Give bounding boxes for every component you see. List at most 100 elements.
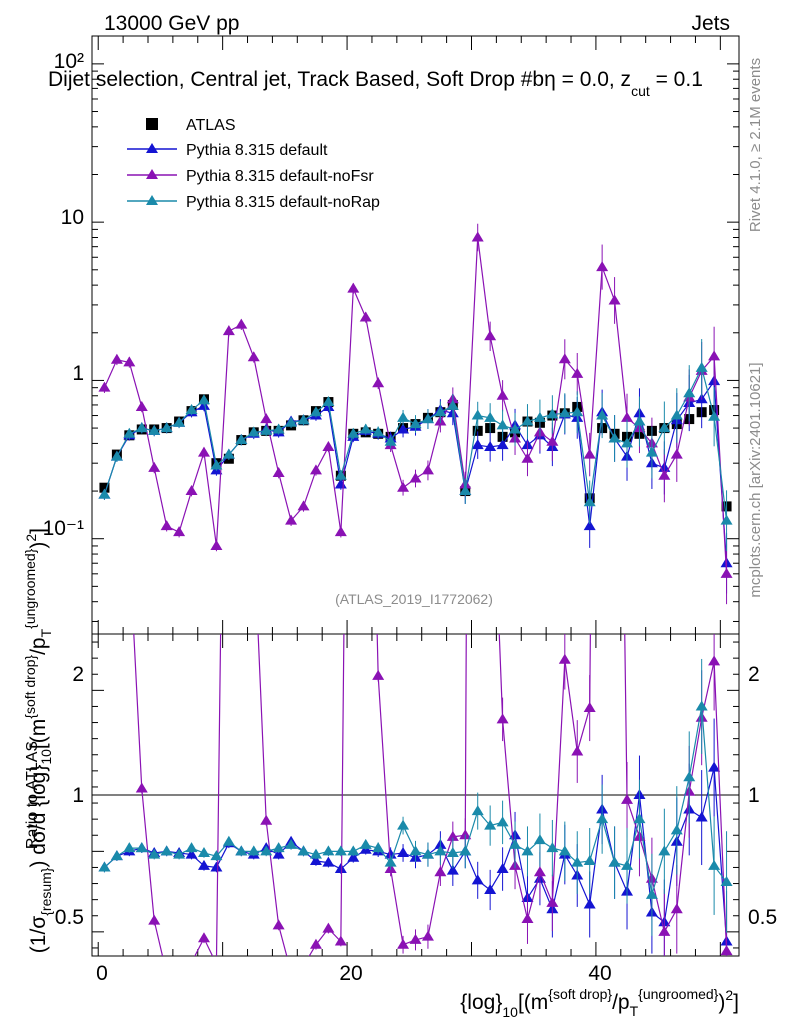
data-point (222, 448, 235, 459)
data-point (123, 427, 136, 438)
data-point (285, 514, 298, 525)
data-point (173, 526, 186, 537)
legend-marker-atlas (146, 118, 158, 130)
data-point (309, 848, 322, 859)
series-line-pythia-8-315-default-norap (103, 366, 728, 521)
ratio-y-tick-label-right-0: 0.5 (748, 906, 777, 929)
data-point (558, 407, 571, 418)
data-point (260, 814, 273, 825)
data-point (110, 850, 123, 861)
data-point (161, 968, 173, 978)
data-point (197, 932, 210, 943)
data-point (608, 856, 621, 867)
data-point (334, 478, 347, 489)
legend-marker-default (146, 143, 158, 153)
data-point (521, 452, 534, 463)
data-point (571, 406, 584, 417)
data-point (521, 912, 534, 923)
data-point (683, 387, 696, 398)
data-point (521, 845, 534, 856)
data-point (695, 700, 708, 711)
legend-label-nofsr: Pythia 8.315 default-noFsr (186, 168, 374, 185)
data-point (658, 469, 671, 480)
data-point (110, 450, 123, 461)
data-point (272, 842, 285, 853)
data-point (160, 422, 173, 433)
data-point (260, 413, 273, 424)
data-point (135, 422, 148, 433)
data-point (720, 945, 733, 956)
data-point (496, 389, 509, 400)
data-point (421, 848, 434, 859)
data-point (347, 282, 360, 293)
data-point (472, 425, 483, 436)
data-point (334, 469, 347, 480)
data-point (334, 935, 347, 946)
data-point (359, 311, 372, 322)
data-point (446, 846, 459, 857)
data-point (596, 813, 609, 824)
data-point (98, 488, 111, 499)
data-point (334, 526, 347, 537)
data-point (247, 845, 260, 856)
x-axis-label: {log}10[(m{soft drop}/pT{ungroomed})2] (460, 986, 739, 1020)
plot-title: Dijet selection, Central jet, Track Base… (48, 68, 703, 99)
data-point (683, 771, 696, 782)
data-point (546, 435, 559, 446)
data-point (397, 938, 410, 949)
data-point (484, 330, 497, 341)
data-point (409, 845, 422, 856)
data-point (384, 435, 397, 446)
data-point (210, 539, 223, 550)
data-point (397, 481, 410, 492)
ratio-axis-ticks (92, 36, 739, 956)
data-point (123, 842, 136, 853)
data-point (334, 863, 347, 874)
data-point (210, 861, 223, 872)
main-y-axis-label: (1/σ{resum}) dσ/d {log}10[(m{soft drop}/… (22, 528, 54, 953)
data-point (372, 669, 385, 680)
ratio-y-axis-label: Ratio to ATLAS (24, 741, 41, 849)
data-point (272, 467, 285, 478)
data-point (496, 816, 509, 827)
data-point (297, 414, 310, 425)
data-point (298, 960, 310, 970)
data-point (347, 427, 360, 438)
data-point (135, 400, 148, 411)
mcplots-reference-label: mcplots.cern.ch [arXiv:2401.10621] (747, 362, 764, 597)
data-point (222, 835, 235, 846)
data-point (135, 782, 148, 793)
data-point (633, 813, 646, 824)
data-point (421, 464, 434, 475)
data-point (496, 713, 509, 724)
data-point (670, 409, 683, 420)
data-point (484, 411, 497, 422)
data-point (197, 446, 210, 457)
data-point (347, 851, 360, 862)
data-point (173, 416, 186, 427)
data-point (596, 409, 609, 420)
ratio-series-pythia-8-315-default-norap (98, 658, 733, 936)
data-point (496, 419, 509, 430)
data-point (621, 859, 634, 870)
data-point (484, 440, 497, 451)
data-point (360, 150, 372, 160)
data-point (186, 956, 198, 966)
data-point (533, 866, 546, 877)
ratio-y-tick-label-right-2: 2 (748, 663, 760, 686)
data-point (173, 848, 186, 859)
data-point (409, 418, 422, 429)
data-point (98, 381, 111, 392)
data-point (533, 834, 546, 845)
data-point (658, 845, 671, 856)
ratio-plot-data (98, 150, 733, 978)
data-point (571, 856, 584, 867)
data-point (484, 819, 497, 830)
data-point (272, 848, 285, 859)
data-point (583, 496, 596, 507)
data-point (148, 461, 161, 472)
ratio-y-tick-label-right-1: 1 (748, 784, 760, 807)
data-point (309, 938, 322, 949)
data-point (670, 824, 683, 835)
data-point (434, 406, 447, 417)
